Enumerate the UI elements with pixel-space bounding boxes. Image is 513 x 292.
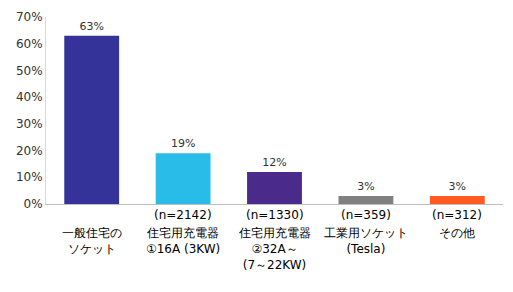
svg-text:(n=312): (n=312)	[432, 208, 482, 222]
svg-text:3%: 3%	[449, 180, 466, 193]
svg-text:20%: 20%	[16, 144, 43, 158]
svg-text:その他: その他	[439, 226, 475, 240]
svg-text:19%: 19%	[171, 137, 195, 150]
svg-text:(n=359): (n=359)	[341, 208, 391, 222]
svg-text:0%: 0%	[24, 197, 43, 211]
svg-text:30%: 30%	[16, 117, 43, 131]
svg-text:(n=1330): (n=1330)	[246, 208, 304, 222]
svg-text:10%: 10%	[16, 170, 43, 184]
svg-text:(n=2142): (n=2142)	[154, 208, 212, 222]
svg-text:40%: 40%	[16, 90, 43, 104]
svg-text:住宅用充電器②32A～(7～22KW): 住宅用充電器②32A～(7～22KW)	[238, 226, 311, 271]
svg-text:60%: 60%	[16, 37, 43, 51]
svg-text:工業用ソケット(Tesla): 工業用ソケット(Tesla)	[324, 226, 408, 256]
svg-text:50%: 50%	[16, 64, 43, 78]
svg-text:3%: 3%	[357, 180, 374, 193]
svg-text:一般住宅のソケット: 一般住宅のソケット	[62, 226, 122, 256]
svg-text:12%: 12%	[262, 156, 286, 169]
svg-text:70%: 70%	[16, 10, 43, 24]
svg-text:住宅用充電器①16A (3KW): 住宅用充電器①16A (3KW)	[146, 226, 220, 256]
svg-text:63%: 63%	[79, 20, 103, 33]
